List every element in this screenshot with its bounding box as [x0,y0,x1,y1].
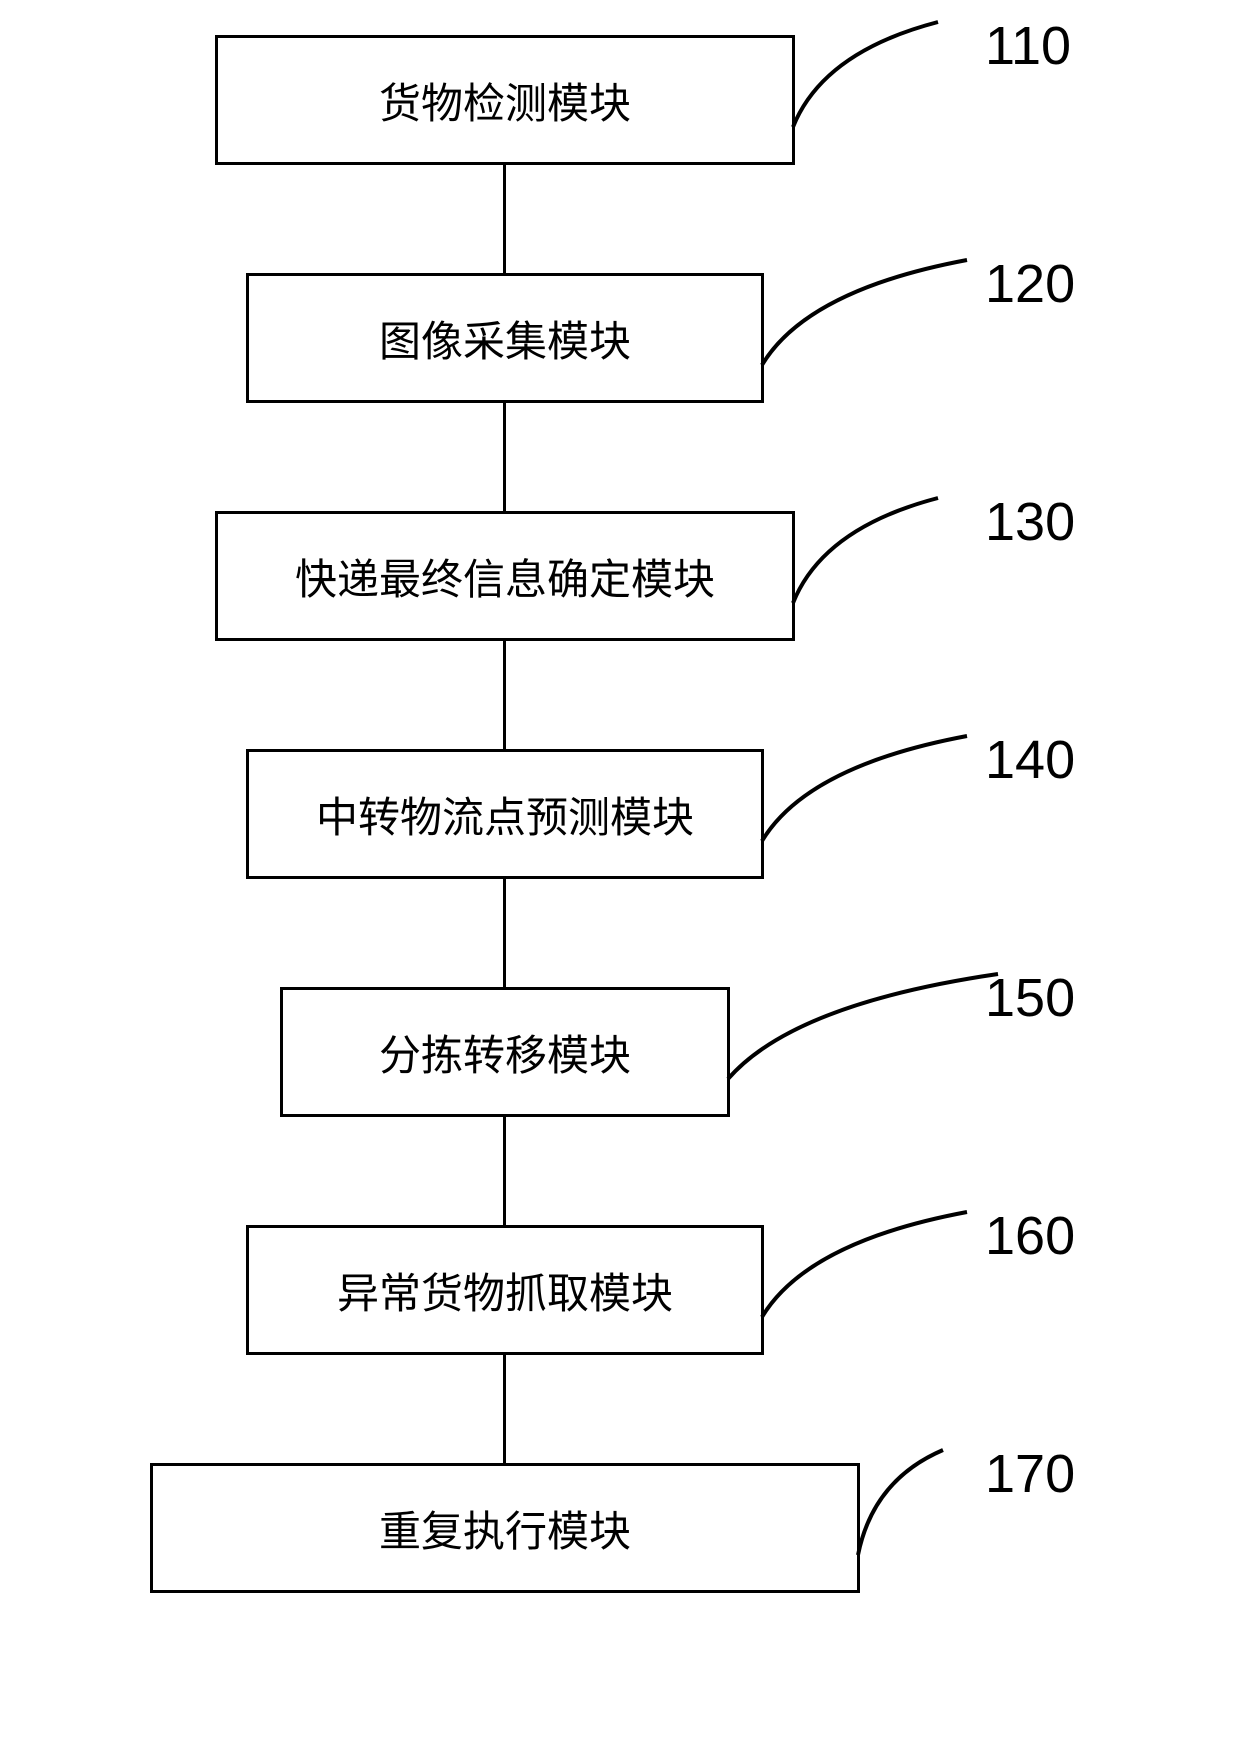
box-text: 异常货物抓取模块 [337,1260,673,1321]
label-curve [757,1202,972,1322]
box-text: 中转物流点预测模块 [316,784,694,845]
node-label: 170 [985,1443,1075,1505]
node-label: 160 [985,1205,1075,1267]
node-label: 120 [985,253,1075,315]
label-curve [788,488,943,608]
box-text: 重复执行模块 [379,1498,631,1559]
node-group: 图像采集模块 [115,273,1115,403]
label-curve [723,964,1003,1084]
node-label: 130 [985,491,1075,553]
node-group: 重复执行模块 [115,1463,1115,1593]
node-group: 快递最终信息确定模块 [115,511,1115,641]
node-group: 货物检测模块 [115,35,1115,165]
flowchart-container: 货物检测模块 110 图像采集模块 120 快递最终信息确定模块 130 [115,35,1115,1593]
connector [503,641,506,749]
box-text: 分拣转移模块 [379,1022,631,1083]
box-sorting-transfer: 分拣转移模块 [280,987,730,1117]
box-text: 快递最终信息确定模块 [295,546,715,607]
label-curve [757,726,972,846]
box-transit-prediction: 中转物流点预测模块 [246,749,764,879]
box-image-acquisition: 图像采集模块 [246,273,764,403]
connector [503,1355,506,1463]
box-text: 货物检测模块 [379,70,631,131]
label-curve [788,12,943,132]
node-label: 150 [985,967,1075,1029]
node-group: 中转物流点预测模块 [115,749,1115,879]
node-label: 140 [985,729,1075,791]
box-cargo-detection: 货物检测模块 [215,35,795,165]
connector [503,1117,506,1225]
label-curve [757,250,972,370]
connector [503,165,506,273]
box-final-info-determination: 快递最终信息确定模块 [215,511,795,641]
node-group: 异常货物抓取模块 [115,1225,1115,1355]
box-abnormal-cargo-grab: 异常货物抓取模块 [246,1225,764,1355]
node-group: 分拣转移模块 [115,987,1115,1117]
box-text: 图像采集模块 [379,308,631,369]
connector [503,879,506,987]
connector [503,403,506,511]
node-label: 110 [985,15,1071,77]
label-curve [853,1440,948,1560]
box-repeat-execution: 重复执行模块 [150,1463,860,1593]
